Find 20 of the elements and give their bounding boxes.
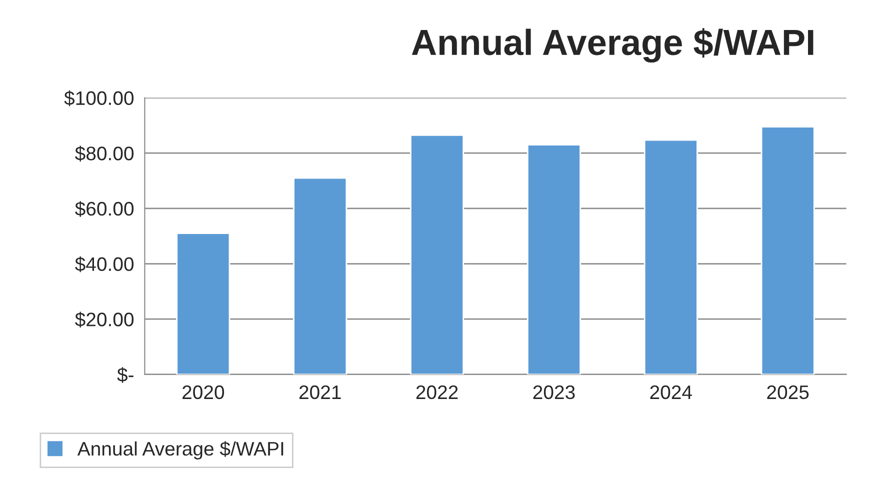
x-tick-label: 2020 xyxy=(182,385,224,400)
x-tick-label: 2021 xyxy=(299,385,341,400)
y-tick-label: $20.00 xyxy=(75,312,134,328)
chart-title: Annual Average $/WAPI xyxy=(412,28,814,63)
bar xyxy=(760,126,815,374)
y-tick-label: $40.00 xyxy=(75,256,134,272)
y-tick-label: $100.00 xyxy=(64,90,134,106)
bar xyxy=(410,134,464,374)
x-tick-label: 2022 xyxy=(416,385,458,400)
x-tick-label: 2024 xyxy=(650,385,692,400)
y-tick-label: $60.00 xyxy=(75,201,134,217)
legend-label: Annual Average $/WAPI xyxy=(77,441,284,460)
bar xyxy=(176,232,230,374)
x-tick-label: 2023 xyxy=(533,385,575,400)
bar xyxy=(644,139,698,374)
bar xyxy=(293,177,348,374)
bar xyxy=(526,144,581,374)
x-tick-label: 2025 xyxy=(767,385,809,400)
y-tick-label: $- xyxy=(117,367,134,383)
y-tick-label: $80.00 xyxy=(75,146,134,162)
